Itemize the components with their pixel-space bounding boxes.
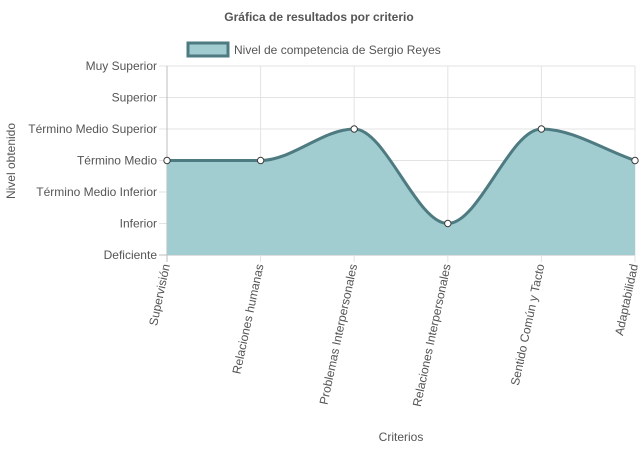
- y-tick-label: Inferior: [120, 217, 157, 231]
- y-tick-label: Superior: [112, 91, 157, 105]
- chart-legend[interactable]: Nivel de competencia de Sergio Reyes: [186, 41, 441, 58]
- data-point[interactable]: [631, 156, 639, 165]
- x-axis-label: Criterios: [379, 430, 424, 444]
- data-point[interactable]: [163, 156, 171, 165]
- data-point[interactable]: [256, 156, 265, 165]
- series-area: [167, 127, 636, 255]
- y-tick-label: Muy Superior: [86, 59, 157, 73]
- y-axis-label: Nivel obtenido: [4, 123, 18, 199]
- chart-title: Gráfica de resultados por criterio: [224, 10, 413, 24]
- data-point[interactable]: [537, 125, 546, 133]
- series-fill: [167, 129, 635, 255]
- x-tick-label: Problemas Interpersonales: [317, 263, 361, 406]
- y-tick-label: Término Medio Inferior: [36, 185, 157, 199]
- y-tick-label: Término Medio: [77, 154, 157, 168]
- legend-swatch: [186, 41, 230, 58]
- x-tick-label: Relaciones Interpersonales: [410, 263, 454, 408]
- x-tick-label: Supervisión: [146, 263, 173, 327]
- y-tick-label: Deficiente: [104, 248, 158, 262]
- y-tick-label: Término Medio Superior: [28, 122, 157, 136]
- data-point[interactable]: [444, 219, 452, 228]
- y-tick-labels: Deficiente Inferior Término Medio Inferior…: [28, 59, 157, 262]
- x-tick-label: Sentido Común y Tacto: [508, 262, 548, 386]
- data-point[interactable]: [350, 125, 358, 133]
- data-points: [163, 125, 639, 228]
- x-tick-label: Relaciones humanas: [230, 263, 267, 376]
- x-tick-labels: Supervisión Relaciones humanas Problemas I…: [146, 262, 639, 407]
- legend-label: Nivel de competencia de Sergio Reyes: [234, 43, 441, 57]
- x-tick-label: Adaptabilidad: [612, 263, 639, 337]
